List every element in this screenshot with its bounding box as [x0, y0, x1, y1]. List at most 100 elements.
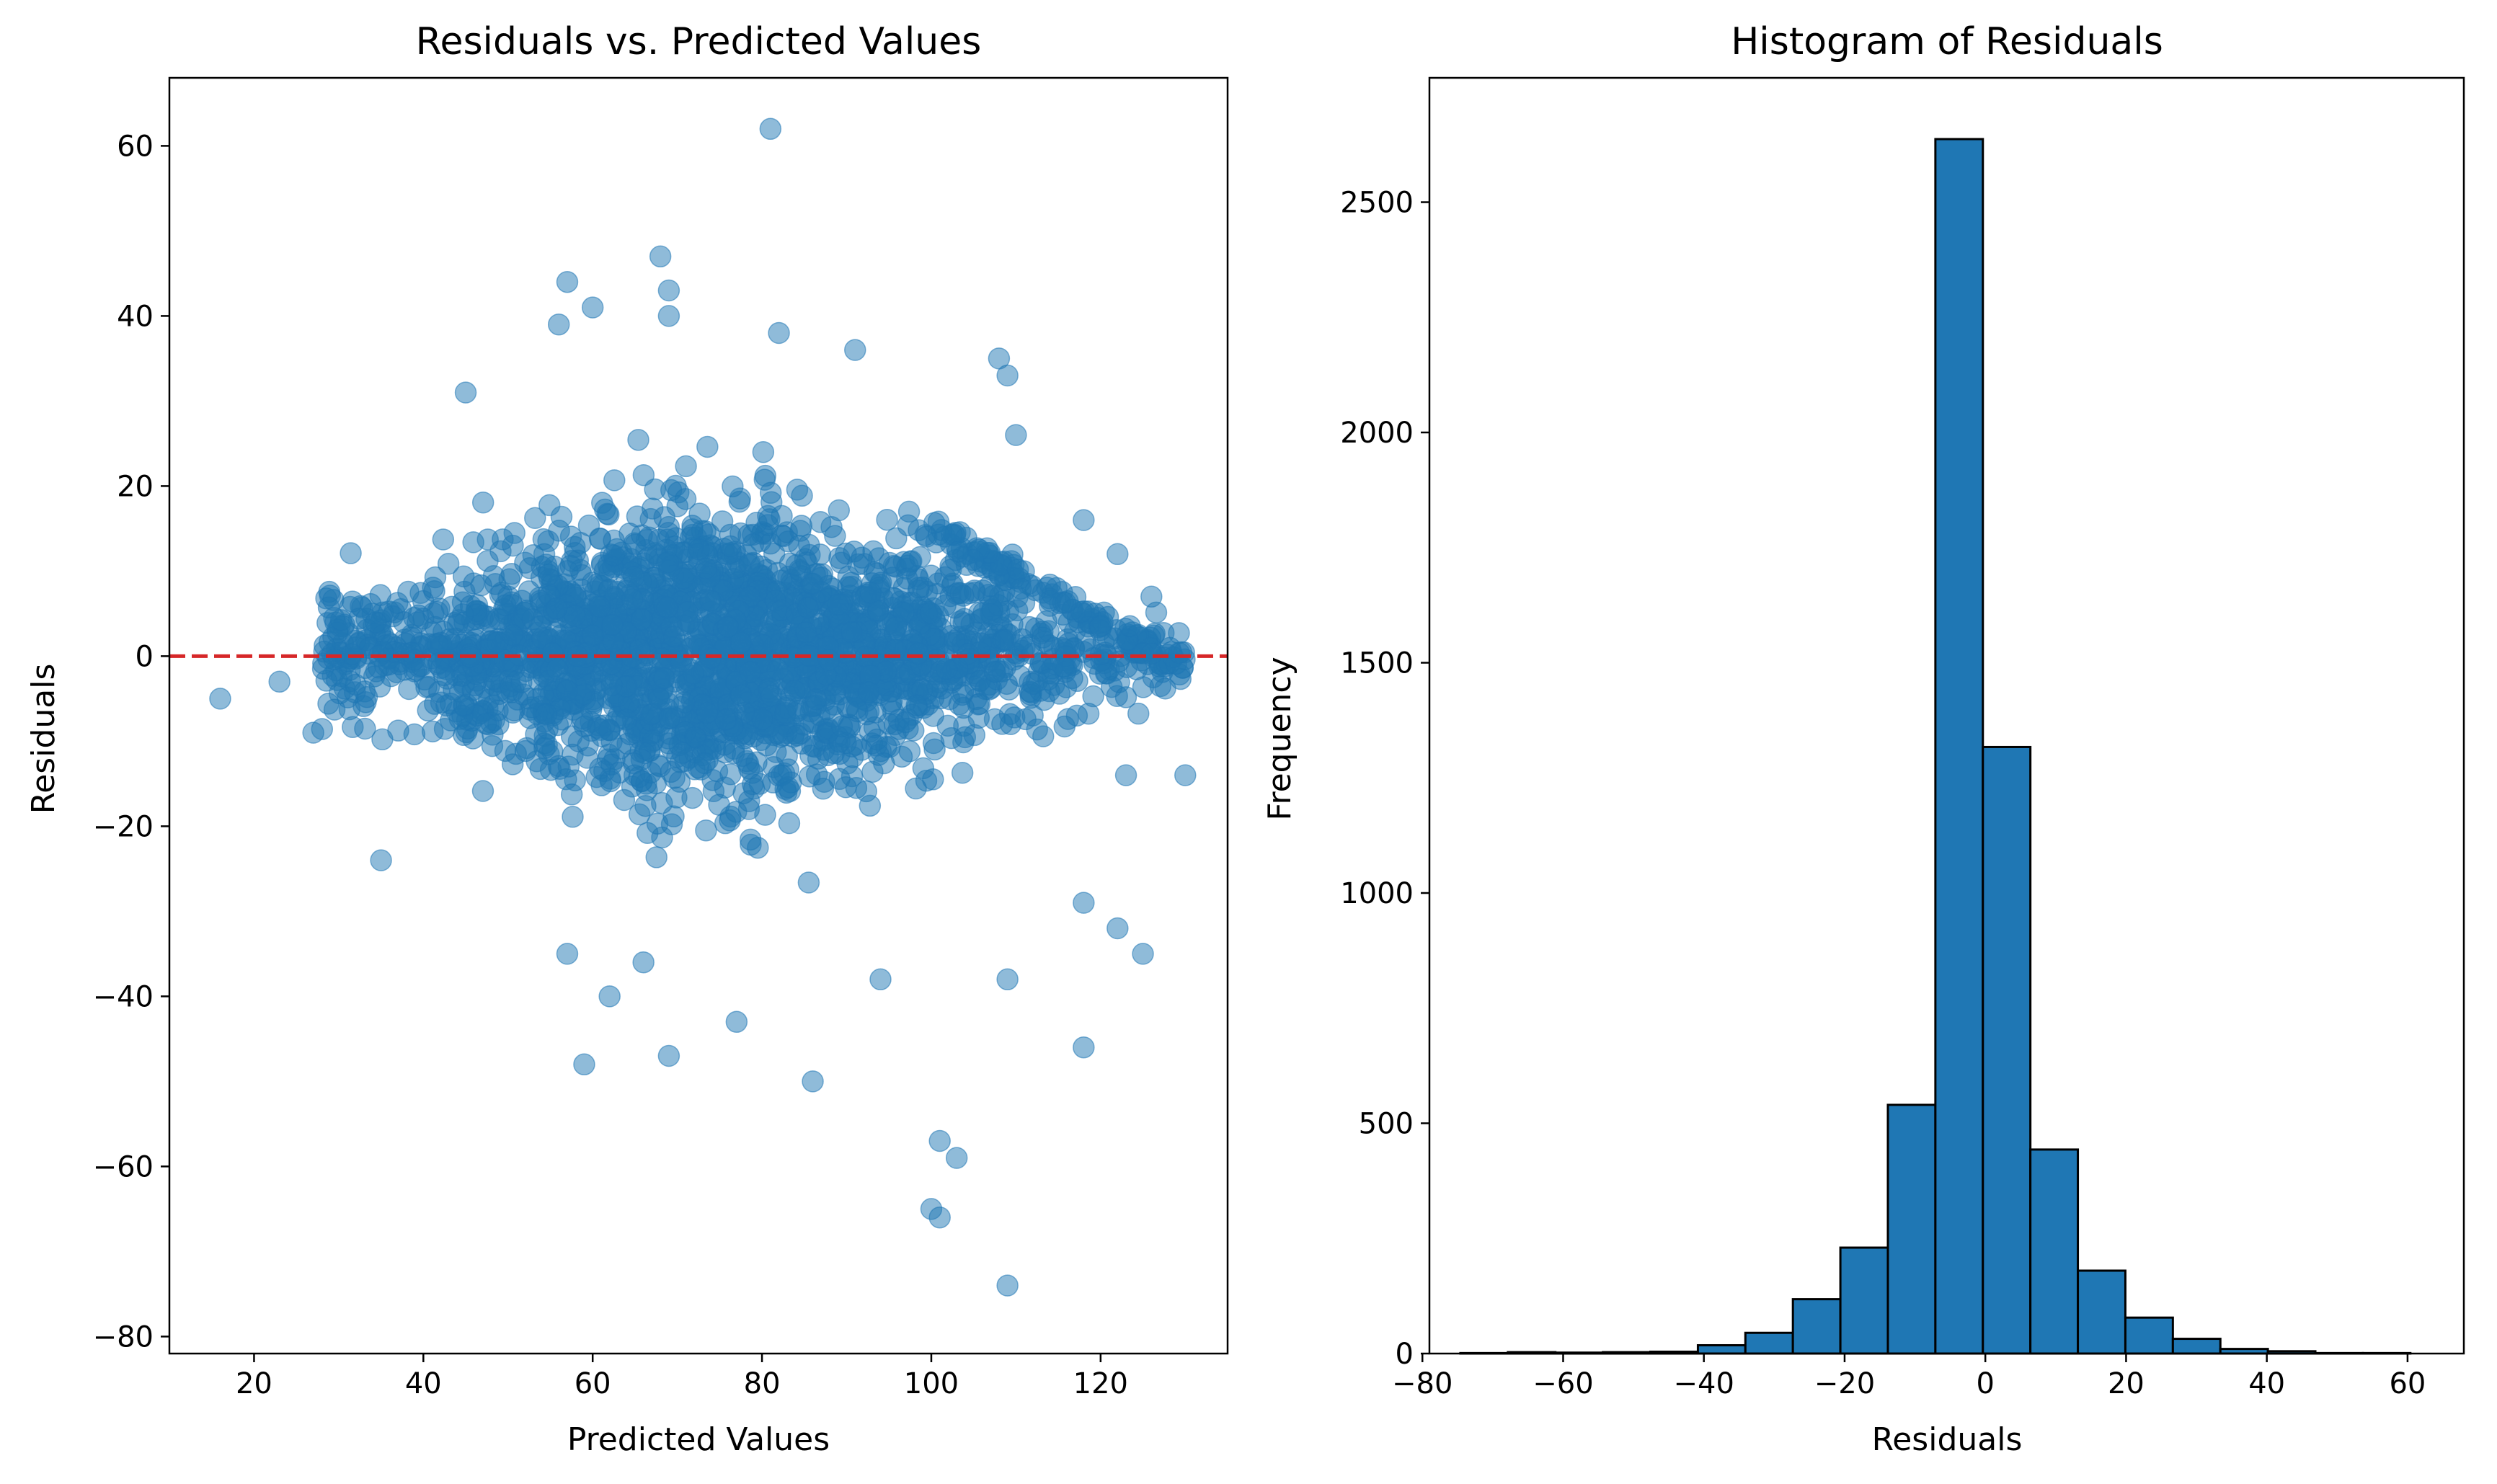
- scatter-point: [407, 611, 429, 634]
- scatter-point: [475, 712, 497, 735]
- scatter-outlier-point: [657, 305, 680, 327]
- scatter-y-ticks: −80 −60 −40 −20 0 20 40 60: [93, 130, 169, 1354]
- histogram-x-tick-label: −40: [1674, 1367, 1734, 1400]
- scatter-point: [922, 705, 944, 727]
- scatter-point: [774, 701, 797, 724]
- scatter-point: [980, 603, 1002, 625]
- scatter-outlier-point: [802, 1070, 824, 1093]
- scatter-x-ticks: 20 40 60 80 100 120: [236, 1354, 1128, 1400]
- scatter-outlier-point: [454, 381, 477, 404]
- scatter-point: [1114, 686, 1137, 708]
- histogram-x-label: Residuals: [1872, 1421, 2023, 1458]
- histogram-x-ticks: −80 −60 −40 −20 0 20 40 60: [1392, 1354, 2426, 1400]
- scatter-point: [817, 649, 841, 671]
- histogram-x-tick-label: −20: [1814, 1367, 1875, 1400]
- scatter-y-tick-label: 60: [117, 130, 154, 163]
- histogram-y-tick-label: 2000: [1340, 417, 1414, 450]
- scatter-point: [688, 538, 710, 561]
- scatter-outlier-point: [996, 1274, 1019, 1297]
- histogram-bar: [2124, 1316, 2174, 1355]
- histogram-bar: [2029, 1148, 2080, 1355]
- scatter-outlier-point: [657, 1044, 680, 1067]
- scatter-point: [559, 554, 582, 577]
- scatter-point: [752, 634, 774, 657]
- scatter-point: [714, 708, 737, 731]
- scatter-outlier-point: [302, 721, 324, 744]
- scatter-x-tick-label: 40: [405, 1367, 442, 1400]
- scatter-point: [340, 542, 362, 564]
- scatter-point: [322, 589, 345, 611]
- scatter-point: [653, 667, 675, 690]
- scatter-outlier-point: [209, 688, 231, 710]
- scatter-point: [873, 752, 895, 775]
- scatter-point: [494, 739, 517, 763]
- scatter-point: [952, 696, 975, 719]
- scatter-outlier-point: [370, 849, 392, 871]
- scatter-point: [514, 739, 537, 763]
- scatter-point: [748, 773, 771, 795]
- scatter-point: [919, 602, 942, 624]
- scatter-point: [876, 508, 898, 531]
- scatter-point: [755, 734, 778, 757]
- scatter-point: [878, 551, 901, 574]
- scatter-point: [514, 551, 536, 574]
- scatter-point: [424, 566, 447, 589]
- scatter-point: [503, 522, 526, 544]
- scatter-point: [897, 514, 920, 537]
- scatter-point: [827, 593, 849, 616]
- histogram-bar: [1696, 1343, 1747, 1355]
- scatter-point: [687, 634, 710, 657]
- scatter-point: [546, 658, 569, 680]
- scatter-point: [719, 535, 742, 558]
- scatter-point: [501, 623, 524, 647]
- scatter-point: [880, 690, 903, 713]
- scatter-point: [329, 609, 352, 631]
- scatter-point: [615, 708, 638, 731]
- scatter-point: [573, 715, 596, 738]
- scatter-point: [662, 626, 686, 648]
- scatter-point: [1052, 655, 1075, 677]
- scatter-point: [828, 499, 851, 522]
- scatter-point: [426, 633, 449, 656]
- scatter-outlier-point: [725, 1010, 748, 1034]
- scatter-point: [471, 491, 494, 514]
- scatter-point: [603, 469, 626, 492]
- scatter-outlier-point: [657, 279, 680, 302]
- scatter-point: [797, 597, 819, 619]
- scatter-point: [628, 803, 651, 826]
- scatter-point: [656, 596, 679, 619]
- scatter-point: [437, 552, 460, 575]
- scatter-point: [601, 613, 624, 636]
- scatter-point: [1082, 685, 1104, 708]
- histogram-bar: [1744, 1331, 1794, 1355]
- scatter-y-tick-label: −20: [93, 810, 154, 843]
- scatter-point: [809, 511, 832, 533]
- scatter-point: [471, 780, 494, 802]
- scatter-outlier-point: [996, 364, 1019, 387]
- scatter-point: [424, 693, 446, 715]
- histogram-bar: [1982, 745, 2032, 1355]
- scatter-point: [1011, 628, 1034, 651]
- scatter-point: [790, 515, 813, 537]
- scatter-x-label: Predicted Values: [567, 1421, 830, 1458]
- scatter-point: [627, 429, 649, 451]
- scatter-point: [537, 530, 559, 553]
- scatter-outlier-point: [1132, 943, 1154, 965]
- scatter-point: [751, 708, 773, 731]
- scatter-y-tick-label: 40: [117, 300, 154, 333]
- scatter-point: [791, 484, 813, 507]
- scatter-point: [754, 804, 776, 826]
- scatter-point: [695, 557, 717, 579]
- scatter-point: [603, 544, 625, 567]
- scatter-point: [623, 566, 645, 588]
- histogram-x-tick-label: 20: [2108, 1367, 2145, 1400]
- scatter-point: [613, 788, 636, 812]
- scatter-point: [359, 592, 382, 616]
- scatter-point: [804, 688, 828, 711]
- scatter-point: [398, 677, 420, 701]
- scatter-point: [1021, 704, 1044, 727]
- scatter-point: [675, 455, 697, 478]
- scatter-points: [209, 117, 1197, 1297]
- scatter-point: [562, 806, 584, 828]
- scatter-outlier-point: [1106, 917, 1129, 940]
